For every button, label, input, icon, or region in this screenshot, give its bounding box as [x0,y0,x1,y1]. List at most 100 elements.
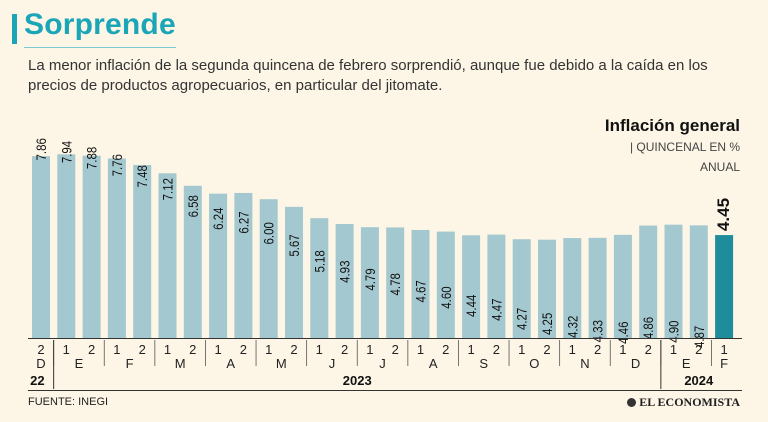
month-tick-label: J [379,356,386,371]
month-tick-label: O [529,356,539,371]
year-label: 2023 [343,373,372,388]
bar-value-label: 4.45 [714,198,733,231]
bar-value-label: 4.25 [539,313,555,335]
bar [386,227,405,338]
fortnight-tick-label: 2 [37,342,44,357]
bar-value-label: 4.32 [564,316,580,338]
month-tick-label: D [631,356,640,371]
bar-value-label: 7.86 [33,138,49,160]
publisher-logo: EL ECONOMISTA [627,395,740,410]
bar [310,218,329,338]
month-tick-label: M [175,356,186,371]
bar [32,156,50,338]
bar-value-label: 7.88 [83,147,99,169]
fortnight-tick-label: 1 [569,342,576,357]
bar-value-label: 4.47 [488,299,504,321]
fortnight-tick-label: 1 [164,342,171,357]
fortnight-tick-label: 1 [113,342,120,357]
fortnight-tick-label: 2 [493,342,500,357]
fortnight-tick-label: 2 [341,342,348,357]
month-tick-label: F [720,356,728,371]
logo-icon [627,398,637,407]
bar [588,237,607,338]
legend-title: Inflación general [604,116,740,135]
month-tick-label: F [126,356,134,371]
fortnight-tick-label: 1 [265,342,272,357]
bar [183,185,202,338]
legend-unit: | QUINCENAL EN % [629,140,740,154]
fortnight-tick-label: 2 [442,342,449,357]
year-label: 22 [30,373,44,388]
bar [82,155,101,338]
bar-value-label: 4.87 [691,326,707,348]
bar-value-label: 6.27 [235,211,251,233]
bar [285,206,303,338]
bar-value-label: 6.58 [185,195,201,217]
bar-value-label: 4.93 [336,261,352,283]
bar [436,231,455,338]
bar [512,239,531,338]
month-tick-label: N [580,356,589,371]
bar [57,154,76,338]
bar [234,192,253,338]
fortnight-tick-label: 2 [543,342,550,357]
bar [411,229,430,338]
month-tick-label: A [226,356,235,371]
bar [639,225,658,338]
fortnight-tick-label: 1 [670,342,677,357]
bar [259,199,278,338]
logo-text: EL ECONOMISTA [639,395,740,409]
fortnight-tick-label: 1 [720,342,727,357]
fortnight-tick-label: 2 [594,342,601,357]
fortnight-tick-label: 1 [467,342,474,357]
bar-value-label: 7.12 [159,178,175,200]
month-tick-label: A [429,356,438,371]
month-tick-label: J [329,356,336,371]
fortnight-tick-label: 2 [645,342,652,357]
bar-value-label: 7.94 [58,141,74,163]
fortnight-tick-label: 2 [392,342,399,357]
bar-value-label: 4.79 [362,268,378,290]
bar [664,224,683,338]
bar-value-label: 7.76 [109,154,125,176]
bar [360,227,379,338]
bar-value-label: 6.24 [210,207,226,229]
bar [487,234,506,338]
bar-value-label: 4.86 [640,317,656,339]
year-label: 2024 [684,373,714,388]
fortnight-tick-label: 2 [695,342,702,357]
bar [689,225,708,338]
fortnight-tick-label: 2 [139,342,146,357]
bar [462,235,481,338]
month-tick-label: S [479,356,488,371]
bar [107,158,126,338]
bar [538,239,556,338]
bar-value-label: 6.00 [261,222,277,244]
fortnight-tick-label: 1 [366,342,373,357]
bar-value-label: 5.67 [286,234,302,256]
bar-value-label: 4.60 [438,286,454,308]
bar [133,164,152,338]
fortnight-tick-label: 2 [240,342,247,357]
month-tick-label: E [75,356,84,371]
fortnight-tick-label: 1 [619,342,626,357]
chart-subtitle: La menor inflación de la segunda quincen… [28,57,708,94]
bar-value-label: 4.78 [387,273,403,295]
bar [563,238,582,338]
bar [158,173,177,338]
chart-title: Sorprende [24,8,176,41]
bar [613,234,632,338]
title-underline [24,47,176,48]
fortnight-tick-label: 2 [88,342,95,357]
fortnight-tick-label: 1 [417,342,424,357]
title-accent-bar [12,14,17,44]
bar [209,193,228,338]
bar-value-label: 7.48 [134,165,150,187]
legend-unit-2: ANUAL [699,160,740,174]
bar-value-label: 4.90 [665,320,681,342]
fortnight-tick-label: 1 [214,342,221,357]
bar-value-label: 5.18 [311,250,327,272]
bar [715,235,734,338]
bar-value-label: 4.46 [615,322,631,344]
